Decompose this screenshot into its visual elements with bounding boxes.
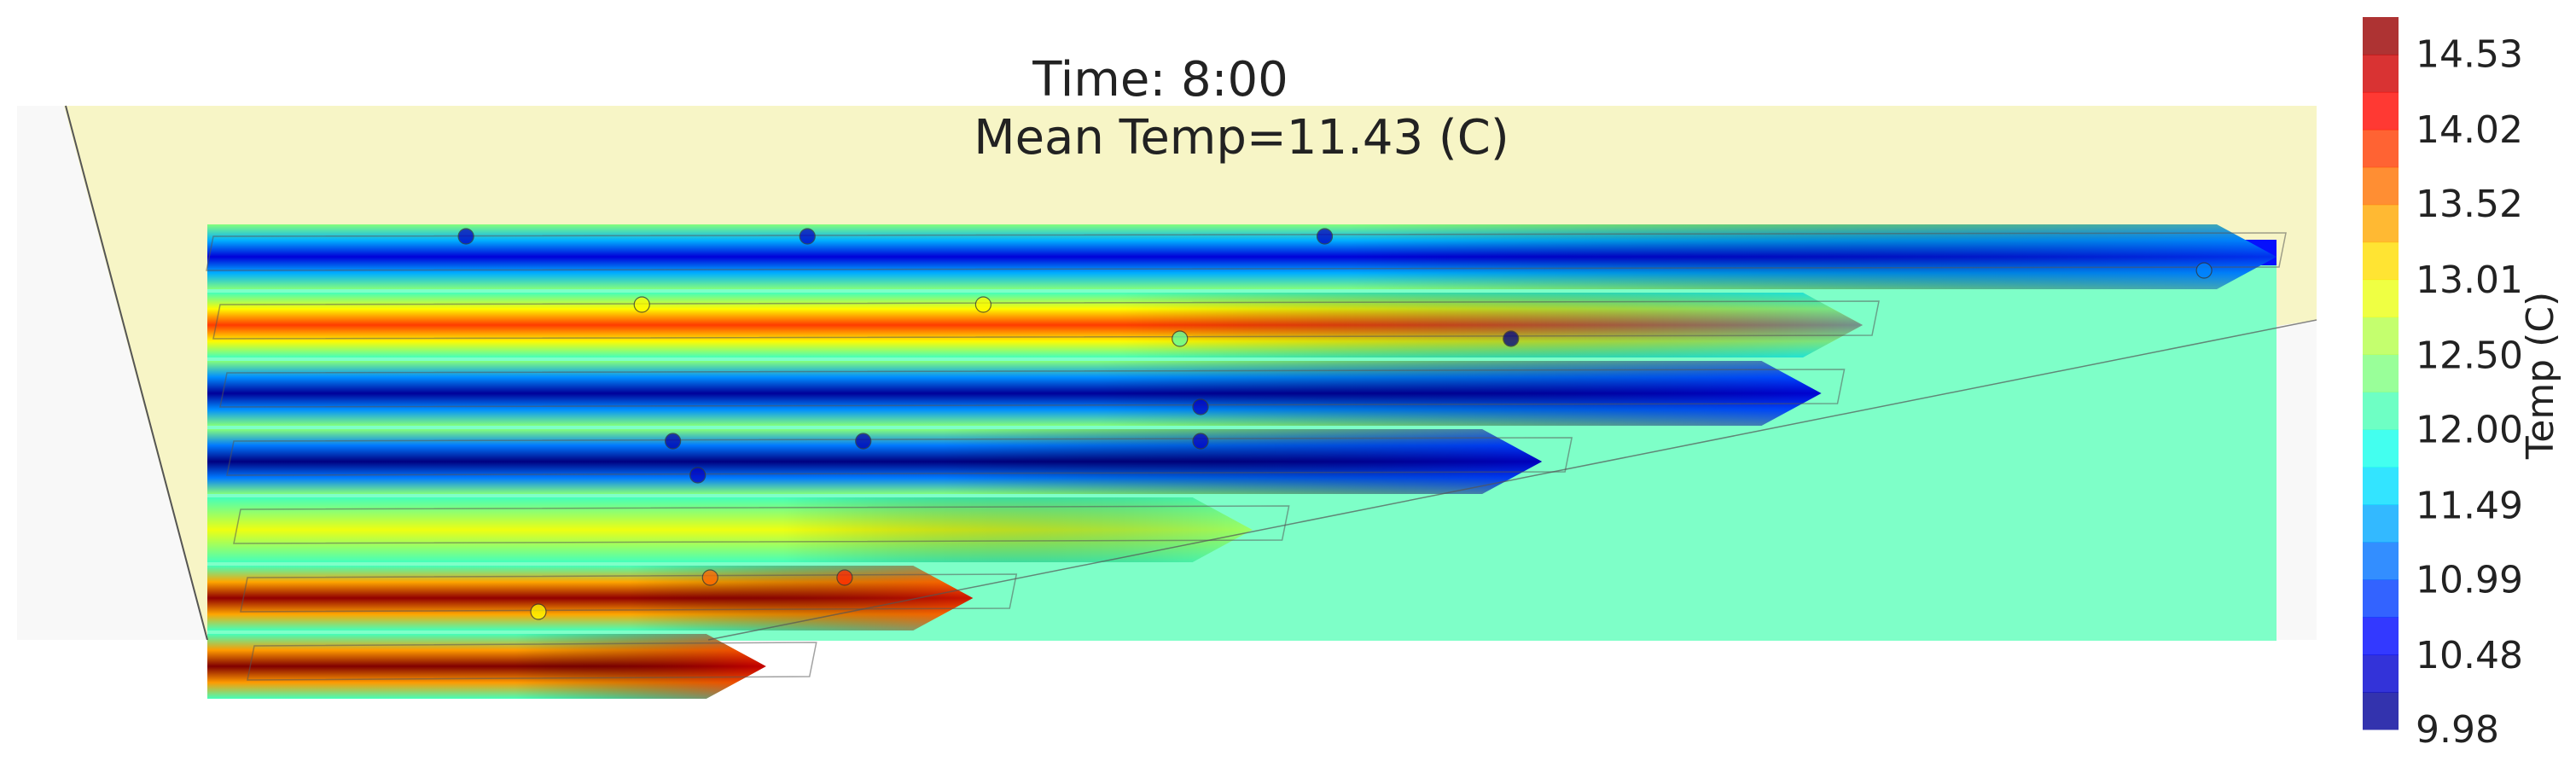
colorbar-segment (2363, 429, 2399, 468)
colorbar-segment (2363, 504, 2399, 543)
colorbar-segment (2363, 166, 2399, 206)
sensor-point (855, 433, 872, 450)
colorbar-tick-label: 13.52 (2416, 183, 2523, 226)
colorbar-segment (2363, 354, 2399, 392)
sensor-point (689, 467, 707, 484)
colorbar-tick-label: 14.53 (2416, 32, 2523, 76)
sensor-point (457, 228, 474, 245)
sensor-point (701, 569, 718, 586)
colorbar-tick-label: 11.49 (2416, 484, 2523, 527)
tray-outline-4 (226, 437, 1573, 476)
tray-outline-7 (247, 642, 817, 681)
sensor-point (1316, 228, 1334, 245)
perspective-edge-left (65, 105, 208, 641)
colorbar-segment (2363, 241, 2399, 281)
colorbar-tick-label: 14.02 (2416, 108, 2523, 152)
colorbar-segment (2363, 17, 2399, 55)
colorbar-tick-label: 12.50 (2416, 334, 2523, 378)
sensor-point (1172, 330, 1189, 347)
colorbar-segment (2363, 467, 2399, 505)
band-row-6-fade (207, 566, 974, 630)
sensor-point (1503, 330, 1520, 347)
band-row-2-fade (207, 293, 1863, 357)
colorbar-segment (2363, 392, 2399, 430)
colorbar-segment (2363, 542, 2399, 580)
sensor-point (633, 296, 650, 313)
tray-outline-5 (233, 505, 1290, 544)
colorbar-tick-label: 13.01 (2416, 259, 2523, 302)
band-row-5-fade (207, 497, 1253, 562)
sensor-point (974, 296, 991, 313)
colorbar-segment (2363, 692, 2399, 730)
band-row-1-fade (207, 224, 2277, 289)
sensor-point (530, 603, 547, 620)
colorbar-segment (2363, 54, 2399, 93)
chart-subtitle: Mean Temp=11.43 (C) (974, 110, 1509, 166)
band-row-7-fade (207, 634, 766, 699)
sensor-point (2195, 262, 2213, 279)
band-row-3-fade (207, 361, 1822, 426)
sensor-point (1192, 398, 1209, 415)
chart-title: Time: 8:00 (1032, 52, 1288, 107)
colorbar-segment (2363, 317, 2399, 356)
colorbar-tick-label: 10.99 (2416, 558, 2523, 601)
perspective-edge-right (707, 319, 2317, 641)
sensor-point (799, 228, 816, 245)
colorbar-segment (2363, 617, 2399, 655)
colorbar-label: Temp (C) (2519, 292, 2562, 460)
colorbar-segment (2363, 91, 2399, 131)
tray-outline-2 (212, 300, 1880, 340)
sensor-point (836, 569, 853, 586)
sensor-point (1192, 433, 1209, 450)
tray-outlines (206, 232, 2287, 681)
colorbar-segment (2363, 654, 2399, 693)
colorbar-segment (2363, 129, 2399, 168)
colorbar-segment (2363, 579, 2399, 618)
colorbar: 9.98 10.48 10.99 11.49 12.00 12.50 13.01 13.52 1… (2363, 17, 2523, 752)
tray-outline-1 (206, 232, 2287, 271)
colorbar-tick-label: 9.98 (2416, 708, 2499, 752)
temperature-bands (207, 224, 2277, 699)
colorbar-segment (2363, 204, 2399, 243)
colorbar-segment (2363, 279, 2399, 318)
sensor-point (665, 433, 682, 450)
colorbar-tick-label: 12.00 (2416, 409, 2523, 452)
sensor-points (457, 228, 2213, 620)
colorbar-tick-label: 10.48 (2416, 634, 2523, 677)
tray-outline-6 (240, 573, 1018, 613)
tray-outline-3 (219, 369, 1846, 408)
band-row-4-fade (207, 429, 1543, 494)
